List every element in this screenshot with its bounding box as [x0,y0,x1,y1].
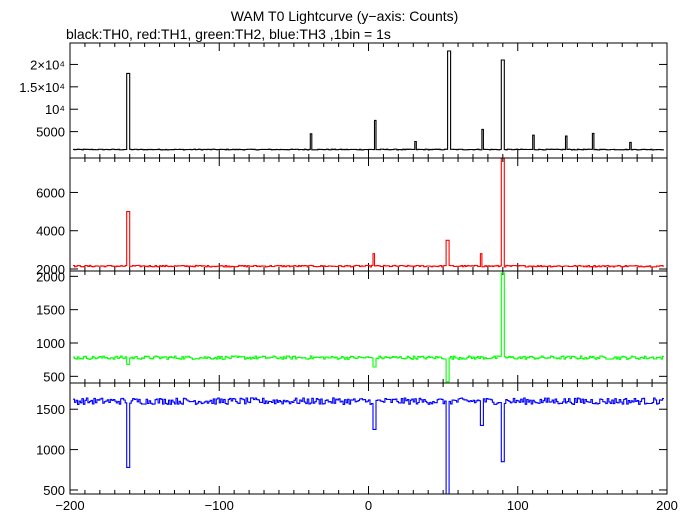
ytick-label-th3-0: 500 [43,483,65,498]
xtick-label-4: 200 [656,498,678,513]
ytick-label-th0-0: 5000 [36,125,65,140]
panel-frame-th1 [69,157,668,272]
series-line-th0 [73,50,664,151]
ytick-label-th3-1: 1000 [36,443,65,458]
xtick-label-2: 0 [365,498,372,513]
xtick-label-3: 100 [507,498,529,513]
ytick-label-th1-0: 2000 [36,262,65,277]
series-line-th1 [73,157,664,268]
xtick-label-1: −100 [205,498,234,513]
series-line-th3 [73,397,664,495]
ytick-label-th0-1: 10⁴ [45,102,65,117]
ytick-label-th0-3: 2×10⁴ [30,57,65,72]
xtick-label-0: −200 [55,498,84,513]
ytick-label-th1-1: 4000 [36,224,65,239]
ytick-label-th1-2: 6000 [36,185,65,200]
panel-frame-th2 [69,270,668,384]
ytick-label-th3-2: 1500 [36,402,65,417]
chart-subtitle: black:TH0, red:TH1, green:TH2, blue:TH3 … [66,26,391,42]
panel-frame-th3 [69,382,668,495]
ytick-label-th2-3: 2000 [36,269,65,284]
ytick-label-th2-2: 1500 [36,303,65,318]
series-line-th2 [73,272,664,383]
ytick-label-th2-0: 500 [43,369,65,384]
ytick-label-th2-1: 1000 [36,336,65,351]
chart-title: WAM T0 Lightcurve (y−axis: Counts) [230,8,459,24]
ytick-label-th0-2: 1.5×10⁴ [19,80,65,95]
panel-frame-th0 [69,42,668,159]
